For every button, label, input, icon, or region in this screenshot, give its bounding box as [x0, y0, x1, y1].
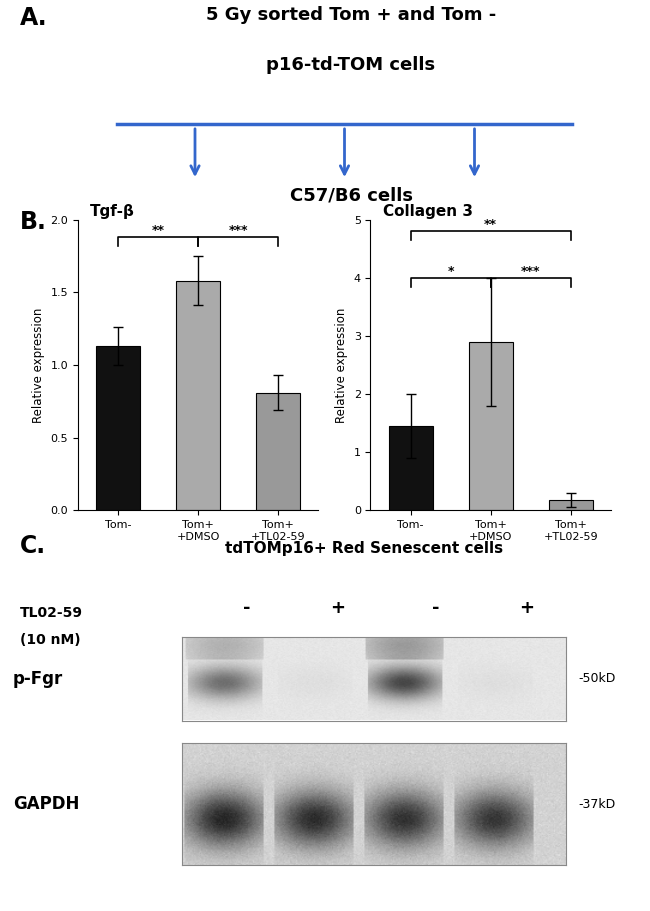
- Text: ***: ***: [229, 224, 248, 237]
- Text: +: +: [519, 599, 534, 617]
- Bar: [469, 342, 513, 510]
- Text: p16-td-TOM cells: p16-td-TOM cells: [266, 56, 436, 74]
- Text: (10 nM): (10 nM): [20, 633, 80, 647]
- Y-axis label: Relative expression: Relative expression: [335, 307, 348, 423]
- Text: -37kD: -37kD: [578, 798, 616, 811]
- Text: tdTOMp16+ Red Senescent cells: tdTOMp16+ Red Senescent cells: [225, 541, 503, 557]
- Text: +: +: [330, 599, 346, 617]
- Bar: [96, 346, 140, 510]
- Text: C.: C.: [20, 534, 46, 558]
- Text: -50kD: -50kD: [578, 672, 616, 685]
- Text: Tgf-β: Tgf-β: [90, 204, 135, 219]
- Text: *: *: [447, 265, 454, 278]
- Text: **: **: [484, 219, 497, 231]
- Text: GAPDH: GAPDH: [13, 795, 79, 814]
- Text: p-Fgr: p-Fgr: [13, 670, 63, 688]
- Text: B.: B.: [20, 210, 46, 234]
- Text: A.: A.: [20, 6, 47, 30]
- Bar: [176, 281, 220, 510]
- Bar: [549, 500, 593, 510]
- Text: Collagen 3: Collagen 3: [382, 204, 473, 219]
- Text: C57/B6 cells: C57/B6 cells: [289, 186, 413, 204]
- Text: -: -: [432, 599, 439, 617]
- Bar: [256, 393, 300, 510]
- Bar: [389, 426, 433, 510]
- Text: 5 Gy sorted Tom + and Tom -: 5 Gy sorted Tom + and Tom -: [206, 6, 496, 24]
- Text: -: -: [243, 599, 251, 617]
- Text: ***: ***: [521, 265, 541, 278]
- Text: TL02-59: TL02-59: [20, 606, 83, 620]
- Text: **: **: [151, 224, 164, 237]
- Y-axis label: Relative expression: Relative expression: [32, 307, 45, 423]
